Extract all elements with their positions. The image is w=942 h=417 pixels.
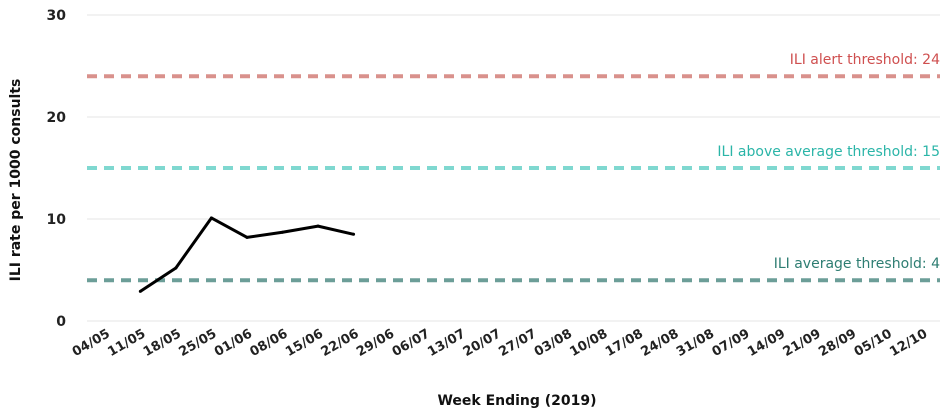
x-tick-label: 31/08 <box>674 326 717 359</box>
y-tick-label: 20 <box>47 110 67 126</box>
data-point <box>245 235 249 239</box>
x-tick-label: 04/05 <box>70 326 113 359</box>
y-tick-label: 30 <box>47 8 67 24</box>
x-tick-label: 28/09 <box>816 326 859 359</box>
x-tick-label: 03/08 <box>532 326 575 359</box>
x-tick-label: 27/07 <box>496 326 539 359</box>
x-tick-label: 10/08 <box>567 326 610 359</box>
data-point <box>280 230 284 234</box>
y-tick-label: 0 <box>56 314 66 330</box>
x-tick-label: 08/06 <box>248 326 291 359</box>
threshold-label: ILI alert threshold: 24 <box>790 52 940 68</box>
x-tick-label: 17/08 <box>603 326 646 359</box>
x-tick-label: 06/07 <box>390 326 433 359</box>
gridlines <box>87 14 940 322</box>
x-axis-title: Week Ending (2019) <box>437 393 596 409</box>
x-tick-label: 22/06 <box>319 326 362 359</box>
x-tick-label: 07/09 <box>710 326 753 359</box>
x-tick-label: 18/05 <box>141 326 184 359</box>
x-tick-label: 29/06 <box>354 326 397 359</box>
x-axis-ticks: 04/0511/0518/0525/0501/0608/0615/0622/06… <box>70 326 930 359</box>
data-point <box>138 289 142 293</box>
x-tick-label: 25/05 <box>176 326 219 359</box>
x-tick-label: 15/06 <box>283 326 326 359</box>
x-tick-label: 21/09 <box>781 326 824 359</box>
data-point <box>352 232 356 236</box>
x-tick-label: 05/10 <box>852 326 895 359</box>
data-point <box>316 224 320 228</box>
x-tick-label: 14/09 <box>745 326 788 359</box>
x-tick-label: 20/07 <box>461 326 504 359</box>
threshold-lines: ILI alert threshold: 24 ILI above average… <box>87 52 940 283</box>
threshold-label: ILI above average threshold: 15 <box>717 144 940 160</box>
series-layer <box>138 216 356 293</box>
x-tick-label: 24/08 <box>638 326 681 359</box>
x-tick-label: 11/05 <box>105 326 148 359</box>
data-point <box>209 216 213 220</box>
x-tick-label: 13/07 <box>425 326 468 359</box>
x-tick-label: 12/10 <box>887 326 930 359</box>
y-axis-title: ILI rate per 1000 consults <box>8 79 24 282</box>
y-tick-label: 10 <box>47 212 67 228</box>
y-axis-ticks: 0 10 20 30 <box>47 8 67 330</box>
x-tick-label: 01/06 <box>212 326 255 359</box>
threshold-label: ILI average threshold: 4 <box>774 256 940 272</box>
data-point <box>174 266 178 270</box>
